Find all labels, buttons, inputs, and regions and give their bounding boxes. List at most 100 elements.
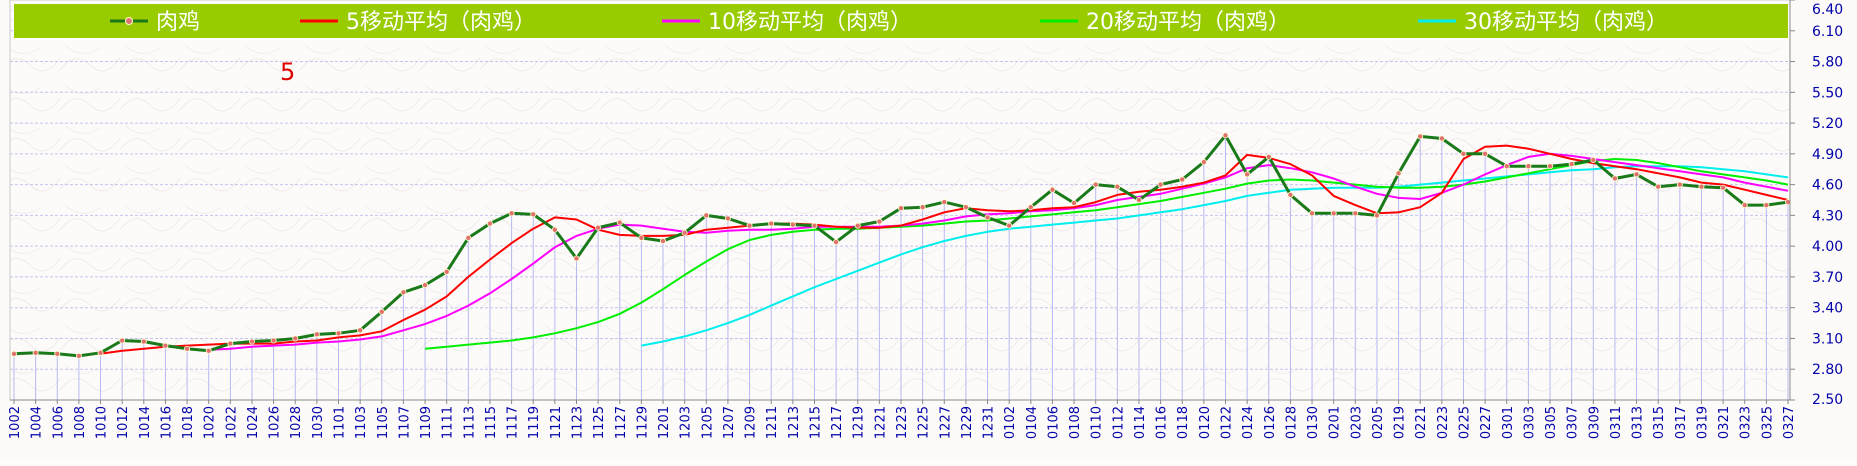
- price-point: [1698, 183, 1705, 190]
- price-point: [1785, 199, 1792, 206]
- price-point: [1590, 156, 1597, 163]
- x-tick-label: 0122: [1220, 406, 1235, 439]
- y-tick-label: 4.90: [1812, 147, 1843, 163]
- x-tick-label: 0102: [1003, 406, 1018, 439]
- price-point: [1395, 170, 1402, 177]
- price-point: [1373, 212, 1380, 219]
- y-tick-label: 6.40: [1812, 2, 1843, 18]
- x-tick-label: 0124: [1241, 406, 1256, 439]
- x-tick-label: 0221: [1414, 406, 1429, 439]
- price-point: [422, 282, 429, 289]
- x-tick-label: 0301: [1501, 406, 1516, 439]
- x-tick-label: 1010: [95, 406, 110, 439]
- y-tick-label: 4.60: [1812, 178, 1843, 194]
- x-tick-label: 1201: [657, 406, 672, 439]
- x-tick-label: 0120: [1198, 406, 1213, 439]
- x-tick-label: 0108: [1068, 406, 1083, 439]
- price-point: [205, 347, 212, 354]
- x-tick-label: 1213: [787, 406, 802, 439]
- price-point: [1482, 150, 1489, 157]
- x-tick-label: 0303: [1522, 406, 1537, 439]
- x-tick-label: 1231: [982, 406, 997, 439]
- price-point: [357, 327, 364, 334]
- price-markers: [10, 132, 1792, 359]
- y-tick-label: 3.10: [1812, 331, 1843, 347]
- series-line-ma20: [424, 158, 1789, 350]
- chart-annotation: 5: [280, 58, 295, 86]
- price-point: [530, 211, 537, 218]
- x-tick-label: 0325: [1760, 406, 1775, 439]
- price-point: [1200, 159, 1207, 166]
- x-tick-label: 1205: [700, 406, 715, 439]
- price-point: [248, 338, 255, 345]
- price-point: [1265, 153, 1272, 160]
- price-point: [1676, 181, 1683, 188]
- x-tick-label: 1026: [268, 406, 283, 439]
- x-tick-label: 1109: [419, 406, 434, 439]
- price-point: [1135, 196, 1142, 203]
- x-tick-label: 0104: [1025, 406, 1040, 439]
- price-point: [400, 289, 407, 296]
- price-point: [616, 219, 623, 226]
- x-tick-label: 0112: [1111, 406, 1126, 439]
- x-tick-label: 0116: [1155, 406, 1170, 439]
- x-tick-label: 1103: [354, 406, 369, 439]
- price-point: [746, 222, 753, 229]
- x-tick-label: 0307: [1566, 406, 1581, 439]
- x-tick-label: 1012: [116, 406, 131, 439]
- x-tick-label: 1207: [722, 406, 737, 439]
- x-tick-label: 1223: [895, 406, 910, 439]
- x-tick-label: 0321: [1717, 406, 1732, 439]
- price-point: [1655, 183, 1662, 190]
- x-tick-label: 1008: [73, 406, 88, 439]
- series-line-ma5: [100, 144, 1789, 355]
- price-point: [443, 268, 450, 275]
- x-tick-label: 0227: [1479, 406, 1494, 439]
- price-point: [919, 204, 926, 211]
- legend-marker: [125, 17, 133, 25]
- x-tick-label: 1002: [8, 406, 23, 439]
- price-point: [1071, 200, 1078, 207]
- price-point: [1330, 210, 1337, 217]
- x-tick-label: 1227: [938, 406, 953, 439]
- x-tick-label: 1221: [873, 406, 888, 439]
- x-tick-label: 1219: [852, 406, 867, 439]
- y-tick-label: 6.10: [1812, 24, 1843, 40]
- x-tick-label: 1105: [376, 406, 391, 439]
- x-tick-label: 1209: [744, 406, 759, 439]
- x-tick-label: 1129: [635, 406, 650, 439]
- price-point: [227, 340, 234, 347]
- price-point: [876, 218, 883, 225]
- price-point: [1244, 171, 1251, 178]
- x-tick-label: 1127: [614, 406, 629, 439]
- x-tick-label: 0305: [1544, 406, 1559, 439]
- price-point: [703, 212, 710, 219]
- price-point: [486, 220, 493, 227]
- x-tick-label: 1211: [765, 406, 780, 439]
- price-point: [270, 337, 277, 344]
- x-tick-label: 0201: [1328, 406, 1343, 439]
- x-tick-label: 1024: [246, 406, 261, 439]
- x-tick-label: 0114: [1133, 406, 1148, 439]
- price-point: [1006, 222, 1013, 229]
- x-tick-label: 1022: [224, 406, 239, 439]
- x-tick-label: 1113: [462, 406, 477, 439]
- price-point: [1525, 163, 1532, 170]
- x-tick-label: 1115: [484, 406, 499, 439]
- x-tick-label: 1004: [30, 406, 45, 439]
- price-point: [1287, 191, 1294, 198]
- x-tick-label: 0309: [1587, 406, 1602, 439]
- price-point: [962, 204, 969, 211]
- volume-bars: [13, 135, 1789, 400]
- price-point: [1027, 204, 1034, 211]
- y-tick-label: 5.20: [1812, 116, 1843, 132]
- x-tick-label: 1119: [527, 406, 542, 439]
- x-tick-label: 0313: [1631, 406, 1646, 439]
- price-point: [313, 331, 320, 338]
- x-tick-label: 0311: [1609, 406, 1624, 439]
- x-tick-label: 1107: [397, 406, 412, 439]
- price-point: [768, 220, 775, 227]
- price-point: [1547, 163, 1554, 170]
- price-point: [1309, 210, 1316, 217]
